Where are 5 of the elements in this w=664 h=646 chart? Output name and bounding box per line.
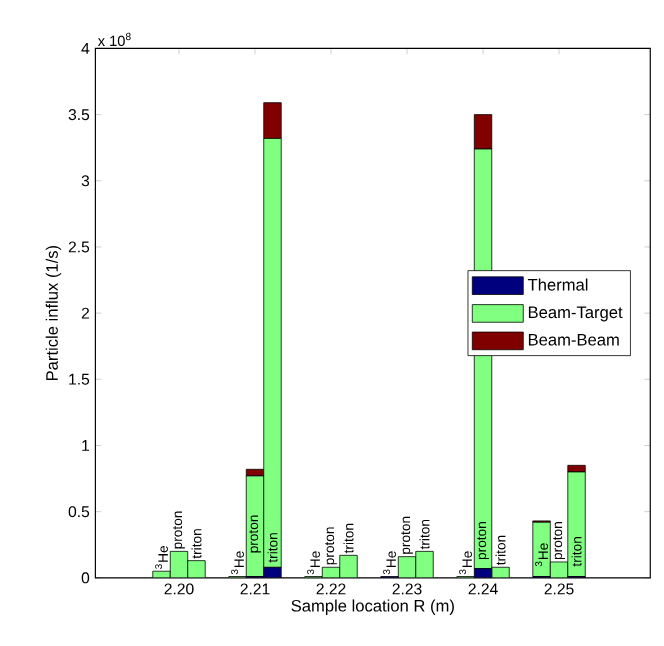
legend-label: Beam-Beam — [528, 334, 619, 347]
legend-label: Beam-Target — [528, 306, 623, 322]
x-axis-title: Sample location R (m) — [291, 599, 454, 616]
y-axis-title: Particle influx (1/s) — [45, 246, 62, 381]
legend-label: Thermal — [527, 278, 588, 292]
